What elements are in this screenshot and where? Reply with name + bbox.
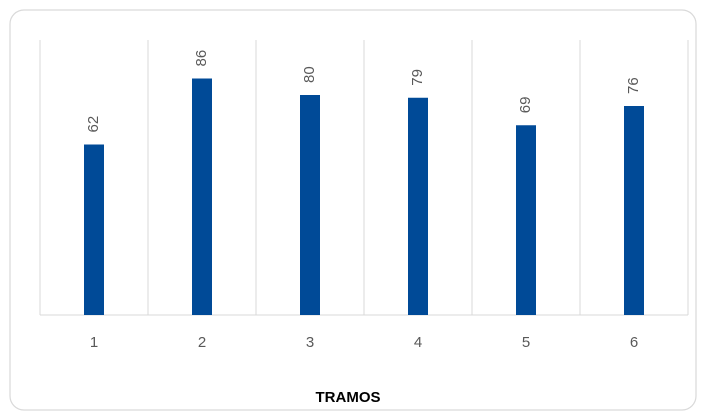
data-label: 80: [301, 66, 318, 83]
x-tick-label: 5: [522, 334, 530, 351]
data-label: 69: [517, 97, 534, 114]
x-tick-label: 3: [306, 334, 314, 351]
x-tick-label: 2: [198, 334, 206, 351]
bar: [192, 78, 212, 315]
data-label: 79: [409, 69, 426, 86]
chart-frame: [9, 9, 697, 411]
bar: [300, 95, 320, 315]
bar: [624, 106, 644, 315]
bar: [516, 125, 536, 315]
x-axis-title: TRAMOS: [316, 389, 381, 406]
data-label: 76: [625, 77, 642, 94]
x-tick-label: 1: [90, 334, 98, 351]
data-label: 86: [193, 50, 210, 67]
x-tick-label: 4: [414, 334, 422, 351]
bar: [84, 144, 104, 315]
bar: [408, 97, 428, 315]
x-tick-label: 6: [630, 334, 638, 351]
data-label: 62: [85, 116, 102, 133]
